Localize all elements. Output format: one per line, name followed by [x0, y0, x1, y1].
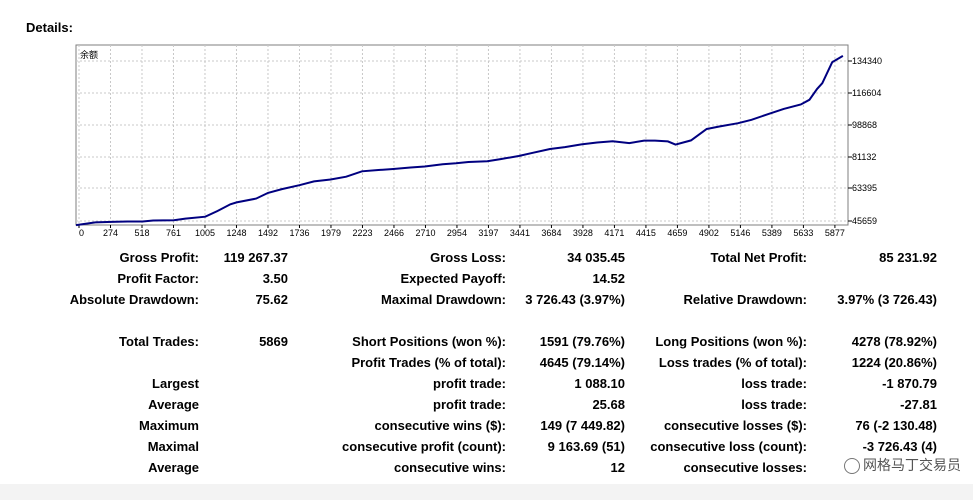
profit-factor-label: Profit Factor:	[117, 271, 199, 286]
short-positions-label: Short Positions (won %):	[352, 334, 506, 349]
x-tick-label: 3441	[510, 228, 530, 238]
maximal-label: Maximal	[147, 439, 199, 454]
absolute-drawdown-label: Absolute Drawdown:	[69, 292, 199, 307]
x-tick-label: 5146	[730, 228, 750, 238]
x-tick-label: 3684	[541, 228, 561, 238]
max-cons-losses-value: 76 (-2 130.48)	[855, 418, 937, 433]
footer-strip	[0, 484, 973, 500]
maximum-label: Maximum	[139, 418, 199, 433]
short-positions-value: 1591 (79.76%)	[539, 334, 625, 349]
watermark-text: 网格马丁交易员	[863, 457, 961, 473]
total-net-profit-value: 85 231.92	[879, 250, 937, 265]
balance-chart: 余额 0 274 518 761 1005 1248 1492 1736 1979 2223 246…	[75, 44, 882, 238]
x-tick-label: 2223	[352, 228, 372, 238]
y-tick-label: 116604	[852, 88, 881, 98]
max-cons-losses-label: consecutive losses ($):	[663, 418, 807, 433]
watermark: 网格马丁交易员	[842, 455, 963, 475]
avg-cons-losses-label: consecutive losses:	[683, 460, 807, 475]
relative-drawdown-value: 3.97% (3 726.43)	[837, 292, 937, 307]
chart-grid	[76, 45, 848, 225]
x-tick-label: 4171	[604, 228, 624, 238]
x-tick-label: 4659	[667, 228, 687, 238]
maximal-cons-profit-value: 9 163.69 (51)	[547, 439, 625, 454]
x-tick-label: 3197	[478, 228, 498, 238]
maximal-cons-profit-label: consecutive profit (count):	[342, 439, 506, 454]
x-tick-label: 1492	[258, 228, 278, 238]
relative-drawdown-label: Relative Drawdown:	[683, 292, 807, 307]
maximal-drawdown-label: Maximal Drawdown:	[381, 292, 506, 307]
total-trades-label: Total Trades:	[119, 334, 199, 349]
profit-trades-value: 4645 (79.14%)	[539, 355, 625, 370]
average2-label: Average	[148, 460, 199, 475]
largest-loss-label: loss trade:	[741, 376, 807, 391]
y-tick-label: 63395	[852, 183, 877, 193]
x-axis: 0 274 518 761 1005 1248 1492 1736 1979 2223 2466 27…	[78, 225, 845, 238]
y-tick-label: 45659	[852, 216, 877, 226]
y-tick-label: 134340	[852, 56, 882, 66]
x-tick-label: 761	[166, 228, 181, 238]
largest-profit-label: profit trade:	[433, 376, 506, 391]
x-tick-label: 1005	[195, 228, 215, 238]
average-label: Average	[148, 397, 199, 412]
x-tick-label: 5877	[825, 228, 845, 238]
gross-profit-label: Gross Profit:	[119, 250, 199, 265]
profit-trades-label: Profit Trades (% of total):	[351, 355, 506, 370]
maximal-cons-loss-label: consecutive loss (count):	[650, 439, 807, 454]
details-title: Details:	[26, 20, 73, 35]
average-profit-value: 25.68	[592, 397, 625, 412]
y-axis: 134340 116604 98868 81132 63395 45659	[848, 56, 882, 226]
average-loss-value: -27.81	[900, 397, 937, 412]
long-positions-label: Long Positions (won %):	[655, 334, 807, 349]
profit-factor-value: 3.50	[262, 271, 288, 286]
largest-profit-value: 1 088.10	[574, 376, 625, 391]
y-tick-label: 81132	[852, 152, 876, 162]
absolute-drawdown-value: 75.62	[255, 292, 288, 307]
x-tick-label: 274	[103, 228, 118, 238]
largest-loss-value: -1 870.79	[882, 376, 937, 391]
max-cons-wins-value: 149 (7 449.82)	[540, 418, 625, 433]
x-tick-label: 1248	[226, 228, 246, 238]
average-profit-label: profit trade:	[433, 397, 506, 412]
gross-profit-value: 119 267.37	[223, 250, 288, 265]
max-cons-wins-label: consecutive wins ($):	[374, 418, 506, 433]
total-trades-value: 5869	[259, 334, 288, 349]
balance-series-line	[75, 55, 844, 227]
gross-loss-value: 34 035.45	[567, 250, 625, 265]
loss-trades-value: 1224 (20.86%)	[851, 355, 937, 370]
x-tick-label: 4902	[699, 228, 719, 238]
expected-payoff-label: Expected Payoff:	[400, 271, 506, 286]
gross-loss-label: Gross Loss:	[430, 250, 506, 265]
expected-payoff-value: 14.52	[592, 271, 625, 286]
maximal-drawdown-value: 3 726.43 (3.97%)	[525, 292, 625, 307]
x-tick-label: 2466	[384, 228, 404, 238]
watermark-logo-icon	[844, 458, 860, 475]
largest-label: Largest	[152, 376, 199, 391]
x-tick-label: 1736	[289, 228, 309, 238]
x-tick-label: 5633	[793, 228, 813, 238]
x-tick-label: 2710	[415, 228, 435, 238]
chart-legend-label: 余额	[80, 49, 98, 60]
x-tick-label: 3928	[573, 228, 593, 238]
x-tick-label: 518	[134, 228, 149, 238]
average-loss-label: loss trade:	[741, 397, 807, 412]
x-tick-label: 1979	[321, 228, 341, 238]
long-positions-value: 4278 (78.92%)	[851, 334, 937, 349]
avg-cons-wins-value: 12	[610, 460, 625, 475]
x-tick-label: 0	[79, 228, 84, 238]
x-tick-label: 2954	[447, 228, 467, 238]
loss-trades-label: Loss trades (% of total):	[658, 355, 807, 370]
total-net-profit-label: Total Net Profit:	[710, 250, 807, 265]
maximal-cons-loss-value: -3 726.43 (4)	[862, 439, 937, 454]
x-tick-label: 4415	[636, 228, 656, 238]
x-tick-label: 5389	[762, 228, 782, 238]
avg-cons-wins-label: consecutive wins:	[394, 460, 506, 475]
y-tick-label: 98868	[852, 120, 877, 130]
